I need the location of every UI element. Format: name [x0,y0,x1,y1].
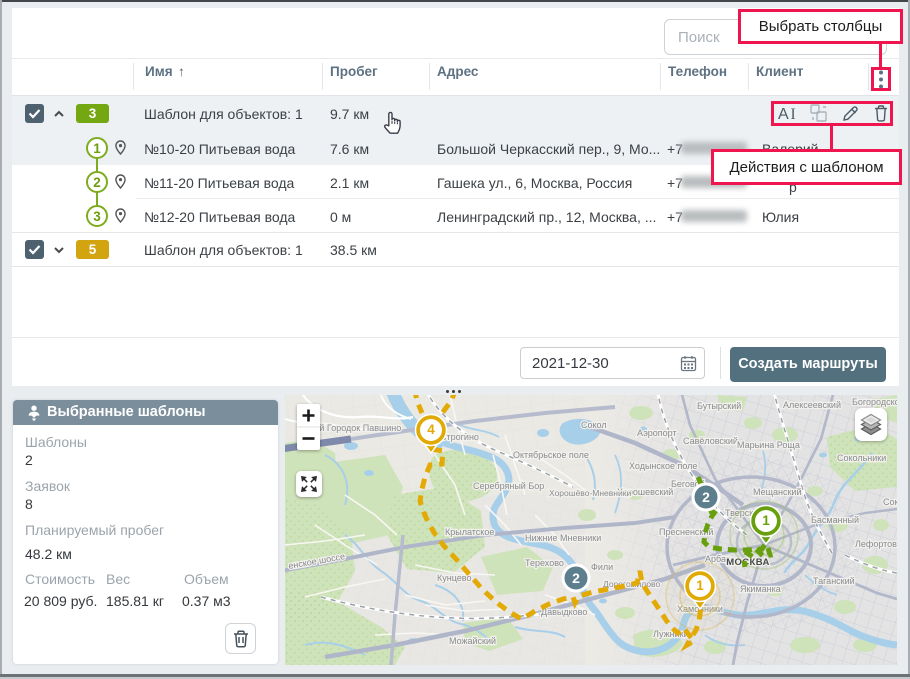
svg-text:Якиманка: Якиманка [740,584,781,594]
svg-text:Нижние Мневники: Нижние Мневники [525,533,601,543]
svg-text:Бутырский: Бутырский [697,401,741,411]
svg-text:Савёловский: Савёловский [683,436,738,446]
svg-text:A: A [778,106,789,123]
svg-text:Арбат: Арбат [705,554,730,564]
svg-text:Фили: Фили [591,562,613,572]
svg-text:Лефортово: Лефортово [855,539,897,549]
svg-text:2: 2 [702,489,710,505]
svg-text:1: 1 [696,578,704,593]
svg-text:2: 2 [572,570,580,586]
svg-text:Хорошёво-Мневники: Хорошёво-Мневники [549,488,631,498]
svg-text:1: 1 [762,513,770,528]
svg-text:Ходынское поле: Ходынское поле [629,461,697,471]
svg-text:Крылатское: Крылатское [445,527,494,537]
svg-text:Богородское: Богородское [852,397,897,407]
svg-text:Кунцево: Кунцево [437,573,471,583]
svg-text:Хорошевский: Хорошевский [617,487,673,497]
svg-text:Таганский: Таганский [813,576,855,586]
svg-text:МОСКВА: МОСКВА [726,557,770,568]
svg-text:Терехово: Терехово [525,558,564,568]
svg-text:Октябрьское поле: Октябрьское поле [513,450,589,460]
svg-text:Марьина Роща: Марьина Роща [737,440,800,450]
svg-text:Алексеевский: Алексеевский [783,400,841,410]
svg-text:Мещанский: Мещанский [753,487,801,497]
svg-text:Сокольники: Сокольники [837,453,886,463]
svg-text:Строгино: Строгино [440,432,479,442]
svg-text:Пресненский: Пресненский [659,527,713,537]
svg-text:Давыдково: Давыдково [541,607,587,617]
svg-text:Можайский: Можайский [449,636,496,646]
svg-text:Сокол: Сокол [581,420,607,430]
svg-text:Лужники: Лужники [653,629,689,639]
svg-text:Сок: Сок [883,497,897,507]
svg-text:Серебряный Бор: Серебряный Бор [473,481,544,491]
svg-text:нный Городок Павшино: нный Городок Павшино [303,423,401,433]
svg-text:Аэропорт: Аэропорт [637,428,677,438]
svg-text:4: 4 [427,422,435,437]
svg-text:I: I [791,106,796,123]
svg-text:Басманный: Басманный [811,515,859,525]
